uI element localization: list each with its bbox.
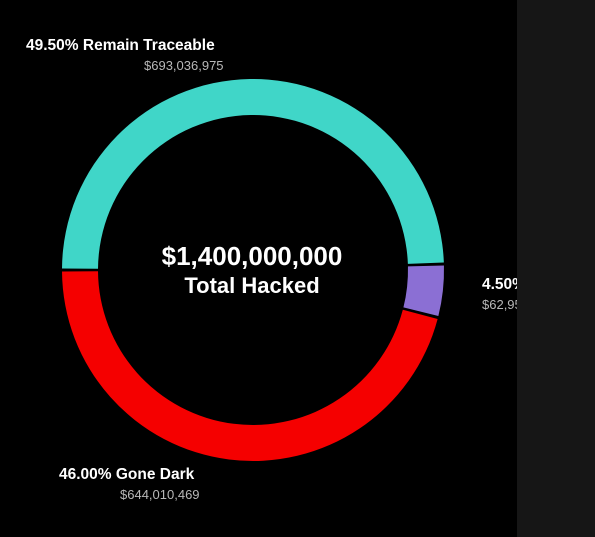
slice-percent-gone-dark: 46.00% Gone Dark [59,466,195,483]
slice-amount-traceable: $693,036,975 [144,58,224,73]
donut-slice-frozen[interactable] [403,265,444,317]
total-hacked-caption: Total Hacked [184,273,320,298]
side-panel [517,0,595,537]
donut-slice-traceable[interactable] [62,79,444,269]
center-summary: $1,400,000,000 Total Hacked [132,240,372,300]
slice-percent-traceable: 49.50% Remain Traceable [26,37,215,54]
donut-chart [62,79,444,461]
donut-slice-gone-dark[interactable] [62,271,438,461]
slice-amount-gone-dark: $644,010,469 [120,487,200,502]
chart-area: $1,400,000,000 Total Hacked 49.50% Remai… [26,37,582,503]
total-hacked-amount: $1,400,000,000 [161,241,343,271]
slice-label-traceable: 49.50% Remain Traceable $693,036,975 [26,37,224,74]
slice-label-gone-dark: 46.00% Gone Dark $644,010,469 [59,466,200,503]
